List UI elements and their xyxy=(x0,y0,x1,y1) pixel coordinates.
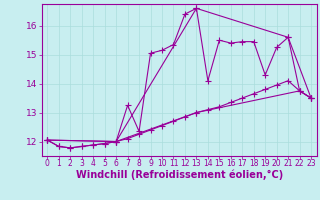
X-axis label: Windchill (Refroidissement éolien,°C): Windchill (Refroidissement éolien,°C) xyxy=(76,170,283,180)
